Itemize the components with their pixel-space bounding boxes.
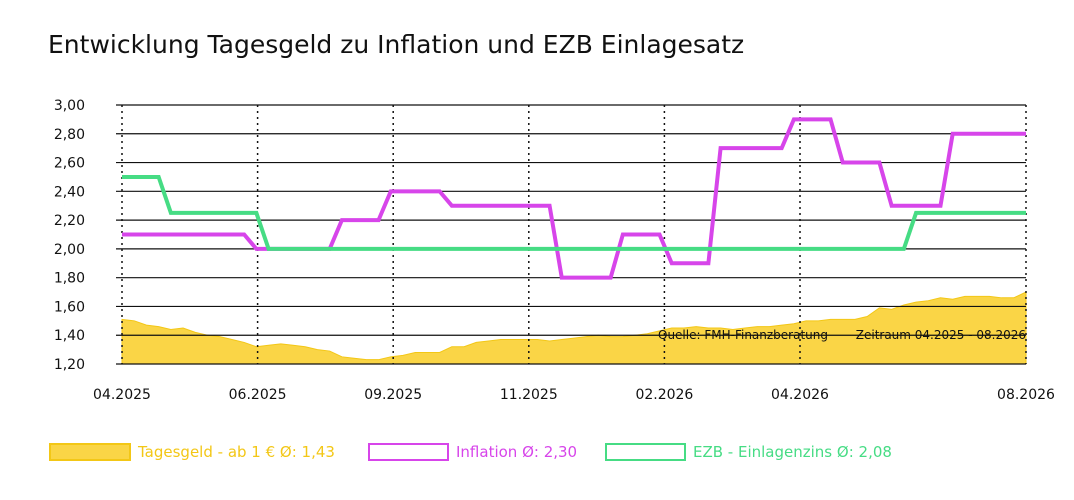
y-tick-label: 2,20 (54, 213, 85, 229)
legend-label-ezb: EZB - Einlagenzins Ø: 2,08 (693, 443, 892, 461)
inflation-line (122, 117, 1026, 280)
y-tick-label: 2,40 (54, 184, 85, 200)
series-lines-layer (122, 117, 1026, 280)
x-tick-label: 08.2026 (997, 387, 1055, 403)
source-annotation: Quelle: FMH-Finanzberatung (658, 328, 828, 342)
x-tick-label: 04.2026 (771, 387, 829, 403)
legend-label-tagesgeld: Tagesgeld - ab 1 € Ø: 1,43 (137, 443, 335, 461)
tick-labels-layer: 3,00 2,80 2,60 2,40 2,20 2,00 1,80 1,60 1,40 1,20… (54, 98, 1055, 403)
legend-swatch-tagesgeld (49, 443, 131, 461)
y-tick-label: 1,80 (54, 271, 85, 287)
x-tick-label: 11.2025 (500, 387, 558, 403)
chart-title: Entwicklung Tagesgeld zu Inflation und E… (48, 30, 745, 59)
y-tick-label: 2,80 (54, 127, 85, 143)
y-tick-label: 1,60 (54, 299, 85, 315)
ezb-line (122, 174, 1026, 251)
annotation-layer: Quelle: FMH-Finanzberatung Zeitraum 04.2… (658, 328, 1026, 342)
x-tick-label: 02.2026 (635, 387, 693, 403)
y-tick-label: 2,00 (54, 242, 85, 258)
y-tick-label: 3,00 (54, 98, 85, 114)
y-tick-label: 1,40 (54, 328, 85, 344)
legend-swatch-ezb (605, 443, 686, 461)
y-tick-label: 1,20 (54, 357, 85, 373)
x-tick-label: 09.2025 (364, 387, 422, 403)
x-tick-label: 04.2025 (93, 387, 151, 403)
y-tick-label: 2,60 (54, 156, 85, 172)
x-tick-label: 06.2025 (229, 387, 287, 403)
period-annotation: Zeitraum 04.2025 - 08.2026 (856, 328, 1026, 342)
legend-label-inflation: Inflation Ø: 2,30 (456, 443, 577, 461)
legend-swatch-inflation (368, 443, 449, 461)
legend: Tagesgeld - ab 1 € Ø: 1,43 Inflation Ø: … (49, 443, 892, 461)
